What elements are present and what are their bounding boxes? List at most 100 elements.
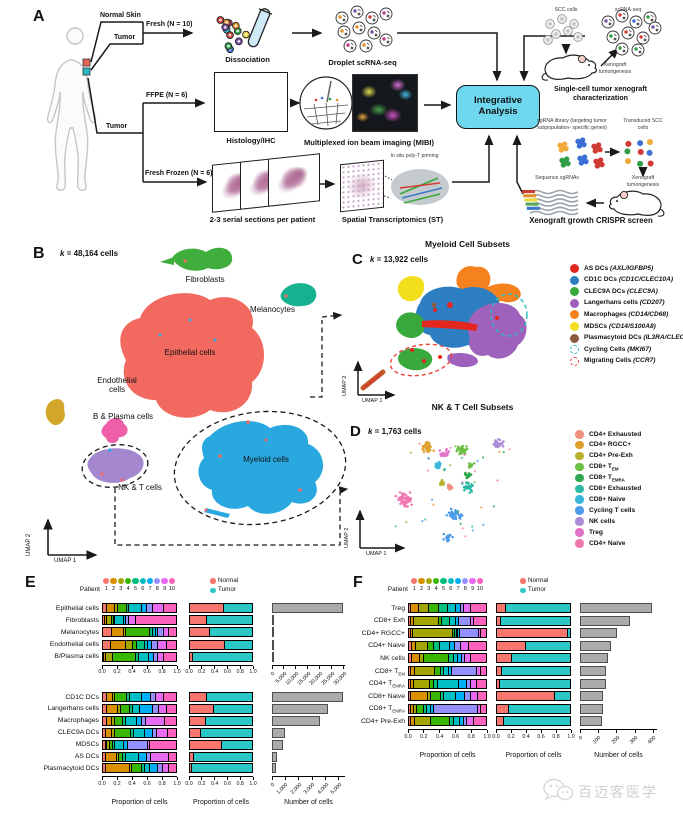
patient-dot <box>411 578 418 585</box>
axis-title: Number of cells <box>594 752 643 759</box>
patient-segment <box>103 616 106 625</box>
patient-stacked-bar <box>408 628 487 639</box>
axis-title: Proportion of cells <box>192 799 250 806</box>
legend-label: CD1C DCs (CD1C/CLEC10A) <box>584 276 674 284</box>
migrating-cells-outline <box>389 343 453 377</box>
condition-stacked-bar <box>189 639 253 650</box>
patient-segment <box>428 641 435 650</box>
axis-tick <box>101 777 103 781</box>
patient-segment <box>409 667 412 675</box>
patient-segment <box>455 604 461 612</box>
tumor-segment <box>500 616 570 625</box>
normal-segment <box>497 629 568 638</box>
fibroblasts-label: Fibroblasts <box>185 275 225 284</box>
patient-segment <box>481 704 486 713</box>
axis-tick <box>307 665 309 669</box>
panel-c-title: Myeloid Cell Subsets <box>424 239 511 249</box>
patient-stacked-bar <box>102 715 177 726</box>
st-label: Spatial Transcriptomics (ST) <box>341 215 444 224</box>
count-bar <box>580 653 608 664</box>
patient-segment <box>137 640 145 649</box>
patient-segment <box>409 704 412 713</box>
panel-b-label: B <box>33 245 45 262</box>
patient-segment <box>463 717 467 726</box>
patient-segment <box>164 716 176 725</box>
legend-label: CD4+ Exhausted <box>589 430 642 438</box>
count-bar <box>272 751 277 762</box>
condition-stacked-bar <box>496 678 571 689</box>
patient-dot <box>440 578 447 585</box>
row-label: Macrophages <box>57 717 99 725</box>
patient-legend-label: Patient <box>79 586 100 593</box>
tumor-segment <box>193 652 252 661</box>
ffpe-label: FFPE (N = 6) <box>146 92 188 99</box>
normal-dot <box>520 578 526 584</box>
dissociation-label: Dissociation <box>225 55 270 64</box>
row-label: Fibroblasts <box>65 616 99 624</box>
epithelial-label: Epithelial cells <box>164 348 216 357</box>
condition-stacked-bar <box>496 640 571 651</box>
legend-swatch <box>575 440 584 450</box>
patient-segment <box>150 628 153 637</box>
clec9a-cluster <box>396 312 425 339</box>
patient-segment <box>458 654 463 663</box>
patient-segment <box>126 640 133 649</box>
patient-segment <box>471 692 479 701</box>
axis-line <box>189 776 253 778</box>
droplet-label: Droplet scRNA-seq <box>328 58 397 67</box>
patient-segment <box>458 629 460 638</box>
tumor-segment <box>206 693 252 701</box>
patient-segment <box>453 717 460 726</box>
panel-d-cell-count: k = 1,763 cells <box>368 427 422 436</box>
legend-label: Cycling Cells (MKI67) <box>584 345 652 353</box>
patient-segment <box>431 692 441 701</box>
panel-d-label: D <box>350 423 361 440</box>
watermark-text: 百迈客医学 <box>578 784 658 800</box>
count-bar <box>580 691 603 702</box>
patient-segment <box>439 641 450 650</box>
patient-dot <box>454 578 462 585</box>
normal-label: Normal <box>528 576 549 584</box>
patient-segment <box>152 628 157 637</box>
patient-segment <box>462 654 466 663</box>
axis-title: Proportion of cells <box>505 752 562 759</box>
crispr-screen-label: Xenograft growth CRISPR screen <box>529 216 653 225</box>
normal-segment <box>190 740 223 749</box>
patient-segment <box>480 667 486 675</box>
patient-segment <box>418 604 429 612</box>
umap-x-label: UMAP 1 <box>362 398 383 404</box>
patient-segment <box>424 704 428 713</box>
count-bar <box>272 651 274 662</box>
axis-tick <box>201 665 203 669</box>
count-bar <box>580 678 606 689</box>
patient-segment <box>103 640 112 649</box>
condition-stacked-bar <box>189 692 253 702</box>
patient-segment <box>438 679 459 688</box>
patient-segment <box>411 679 415 688</box>
patient-segment <box>105 752 117 761</box>
condition-stacked-bar <box>189 651 253 662</box>
patient-stacked-bar <box>408 666 487 676</box>
tumor-segment <box>502 667 570 675</box>
legend-label: CLEC9A DCs (CLEC9A) <box>584 287 658 295</box>
patient-segment <box>163 652 176 661</box>
patient-segment <box>115 616 125 625</box>
patient-segment <box>127 604 130 612</box>
endothelial-label: Endothelial cells <box>97 376 137 394</box>
axis-tick <box>555 730 557 734</box>
patient-segment <box>411 717 416 726</box>
patient-segment <box>154 652 159 661</box>
count-bar <box>272 703 329 714</box>
umap-axes <box>353 360 396 400</box>
myeloid-label: Myeloid cells <box>243 455 289 464</box>
tick-label: 0.6 <box>143 780 151 787</box>
row-label: CD4+ Pre-Exh <box>360 717 405 725</box>
b-plasma-cluster <box>101 418 128 444</box>
axis-tick <box>252 777 254 781</box>
patient-segment <box>115 693 128 701</box>
patient-segment <box>415 717 431 726</box>
patient-segment <box>412 641 416 650</box>
panel-c-cell-count: k = 13,922 cells <box>370 255 429 264</box>
patient-segment <box>164 628 170 637</box>
